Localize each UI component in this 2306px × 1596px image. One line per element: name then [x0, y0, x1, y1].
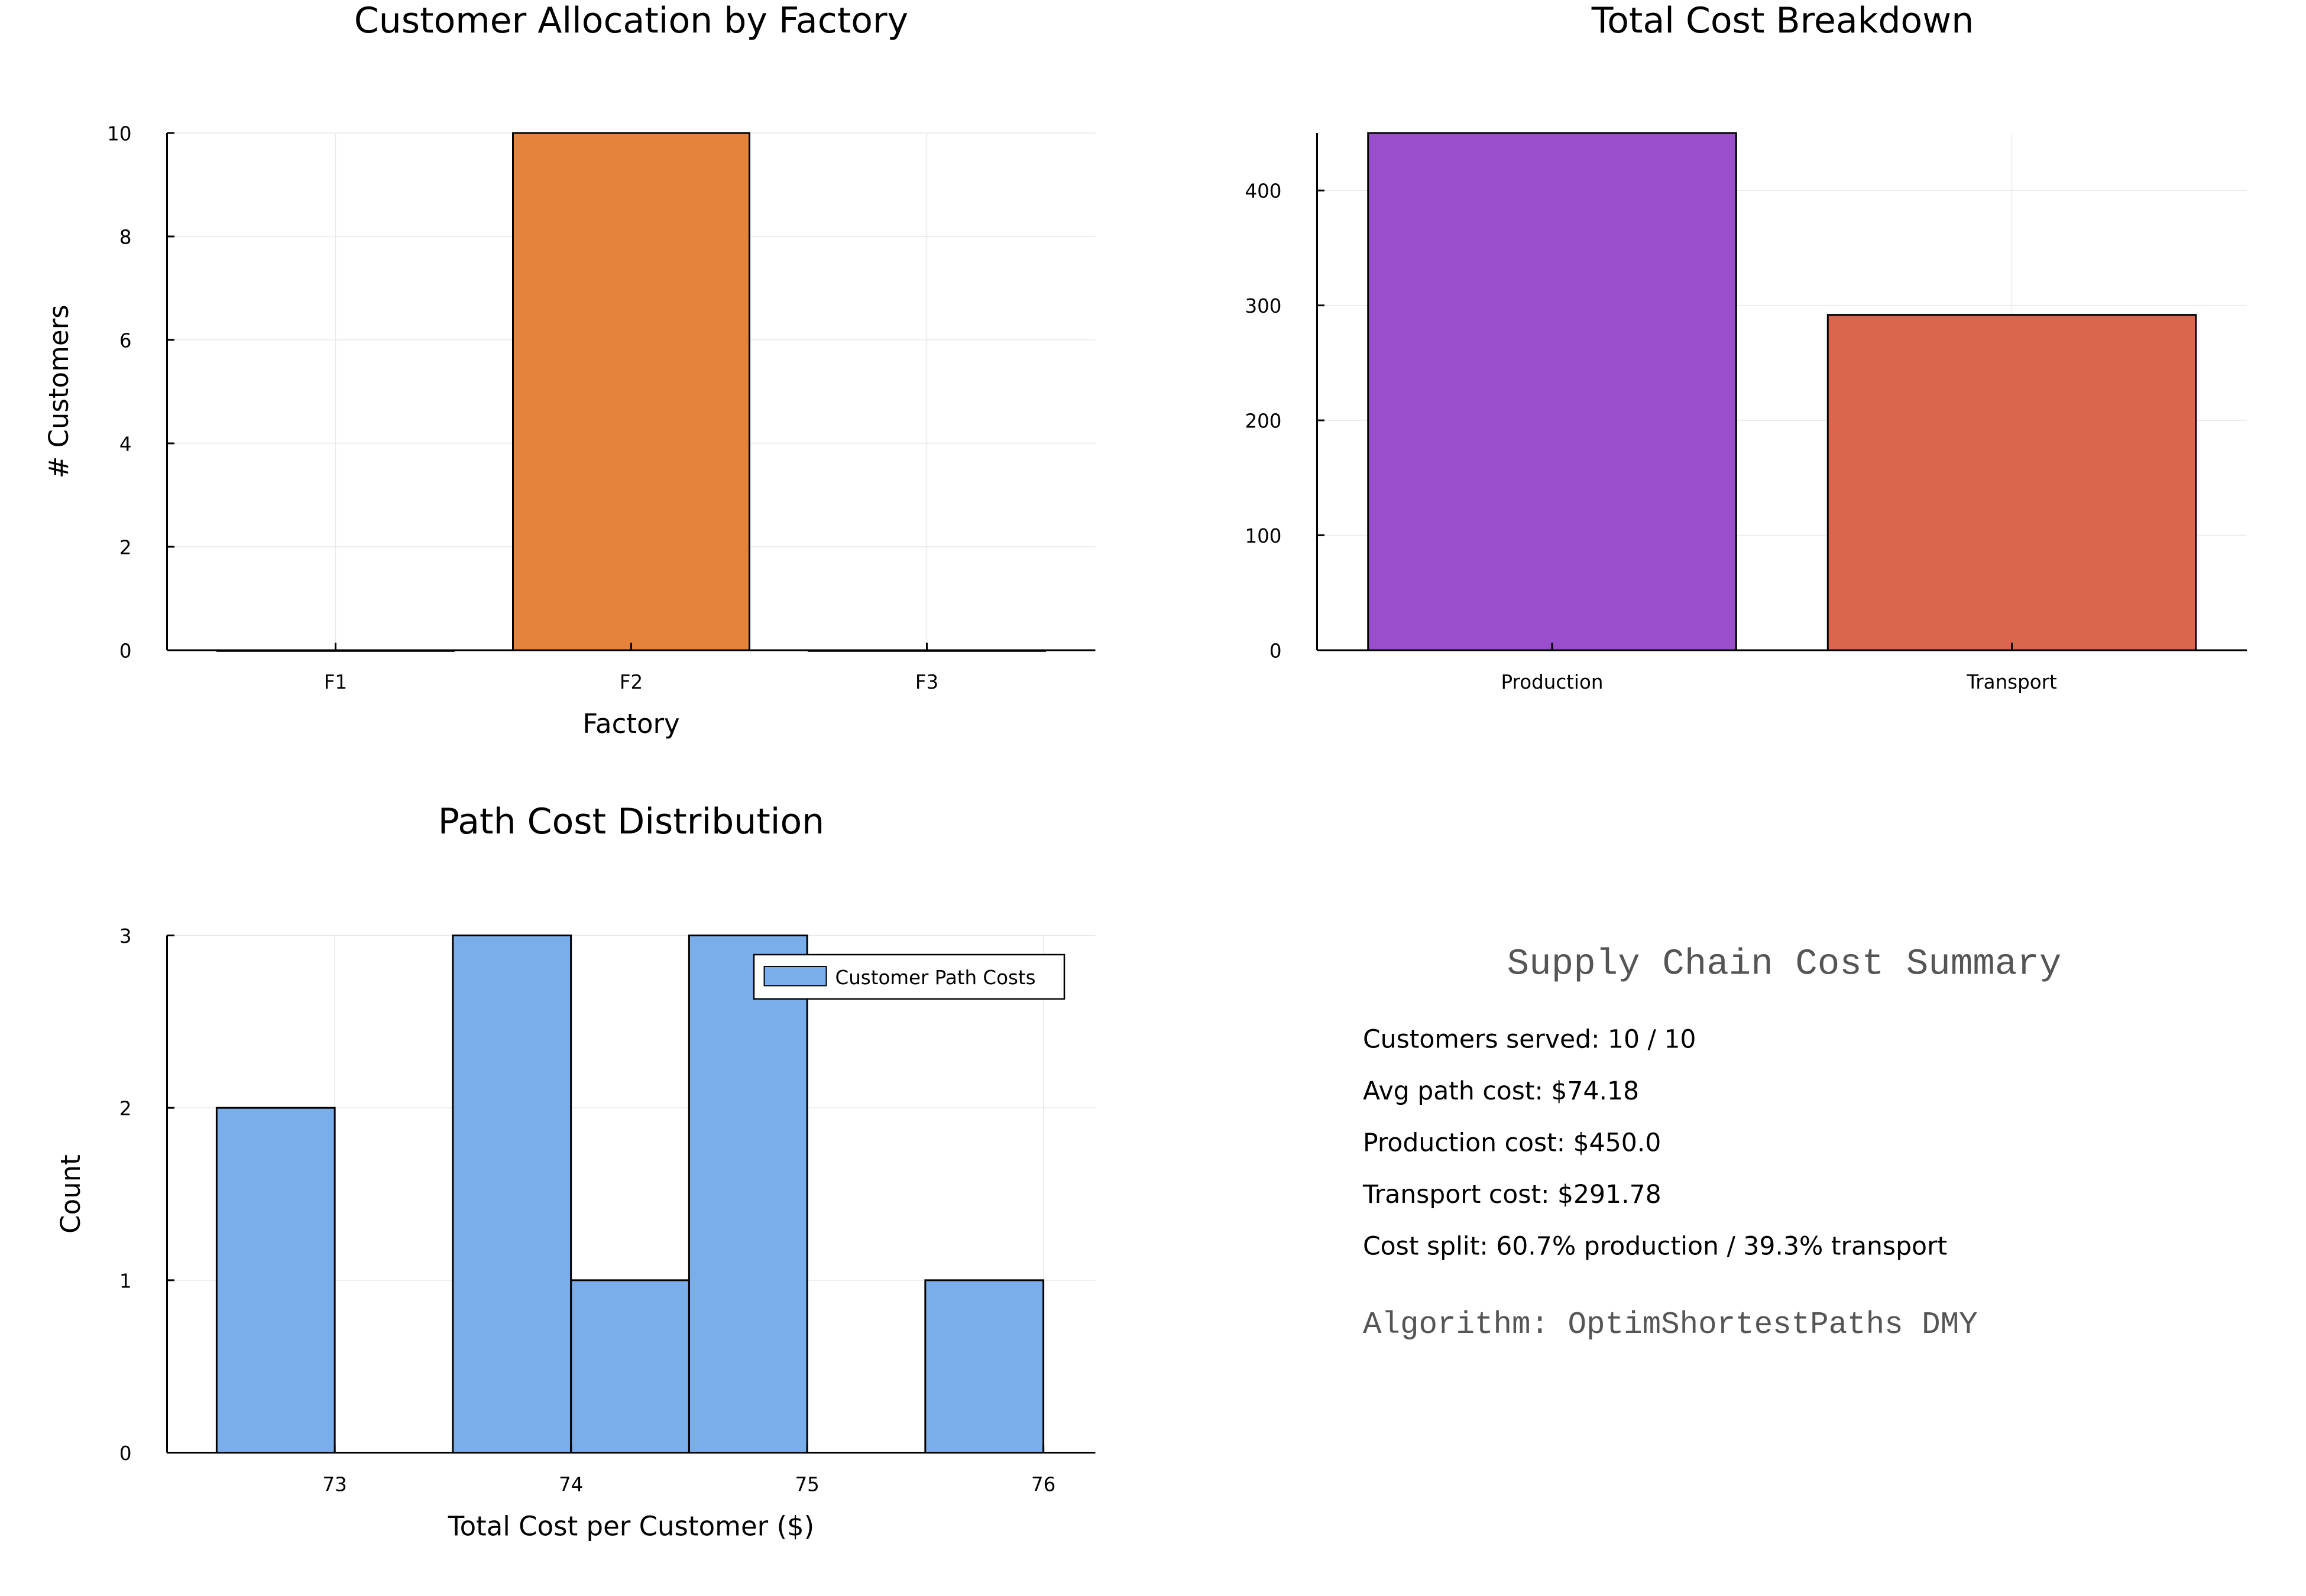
- bar-production: [1367, 132, 1737, 651]
- y-tick-label: 3: [119, 925, 132, 948]
- legend-label: Customer Path Costs: [835, 966, 1036, 989]
- histogram-bar: [570, 1279, 690, 1454]
- y-tick-label: 4: [119, 433, 132, 456]
- summary-line: Production cost: $450.0: [1363, 1129, 1661, 1158]
- chart-title: Total Cost Breakdown: [1591, 0, 1974, 41]
- cost-breakdown-chart: Transport Production 400 300 200 100 0 Total C…: [1245, 0, 2247, 693]
- chart-title: Path Cost Distribution: [438, 801, 824, 842]
- y-tick-label: 1: [119, 1270, 132, 1292]
- summary-line: Avg path cost: $74.18: [1363, 1077, 1639, 1106]
- y-tick-label: 2: [119, 537, 132, 559]
- bar-transport: [1826, 314, 2197, 651]
- y-tick-label: 100: [1245, 525, 1281, 547]
- y-tick-label: 10: [107, 123, 131, 145]
- histogram-bar: [688, 935, 808, 1454]
- chart-title: Customer Allocation by Factory: [354, 0, 908, 41]
- algorithm-label: Algorithm: OptimShortestPaths DMY: [1363, 1307, 1978, 1342]
- y-tick-label: 200: [1245, 410, 1281, 433]
- allocation-chart: F3 F2 F1 10 8 6 4 2 0 Customer Allocation by Fac…: [43, 0, 1096, 739]
- x-tick-label: F3: [915, 671, 938, 693]
- histogram-bar: [924, 1279, 1045, 1454]
- summary-line: Transport cost: $291.78: [1362, 1180, 1662, 1209]
- y-axis-label: Count: [55, 1154, 86, 1234]
- legend: Customer Path Costs: [753, 953, 1065, 1000]
- x-axis-label: Factory: [582, 708, 679, 739]
- y-tick-label: 300: [1245, 295, 1281, 317]
- summary-line: Cost split: 60.7% production / 39.3% tra…: [1363, 1232, 1947, 1261]
- x-tick-label: Production: [1501, 671, 1604, 693]
- histogram-bar: [215, 1107, 336, 1454]
- x-axis-label: Total Cost per Customer ($): [448, 1511, 814, 1542]
- y-tick-label: 2: [119, 1098, 132, 1120]
- x-tick-label: F2: [620, 671, 643, 693]
- y-tick-label: 6: [119, 330, 132, 352]
- histogram-bar: [452, 935, 572, 1454]
- summary-title: Supply Chain Cost Summary: [1507, 943, 2062, 985]
- y-tick-label: 0: [119, 1442, 132, 1465]
- bar-f2: [512, 132, 750, 651]
- x-tick-label: F1: [324, 671, 347, 693]
- legend-swatch: [763, 966, 827, 987]
- x-tick-label: 73: [322, 1474, 346, 1496]
- x-tick-label: Transport: [1966, 671, 2057, 693]
- x-tick-label: 75: [795, 1474, 819, 1496]
- y-axis-label: # Customers: [43, 304, 75, 478]
- y-tick-label: 0: [1269, 640, 1282, 663]
- x-tick-label: 74: [559, 1474, 583, 1496]
- y-tick-label: 8: [119, 226, 132, 249]
- x-tick-label: 76: [1031, 1474, 1055, 1496]
- path-cost-histogram: 76 75 74 73 3 2 1 0 Path Cost Distribution Tota…: [55, 801, 1096, 1542]
- y-tick-label: 0: [119, 640, 132, 663]
- summary-line: Customers served: 10 / 10: [1363, 1026, 1696, 1055]
- y-tick-label: 400: [1245, 180, 1281, 203]
- summary-panel: Supply Chain Cost Summary Customers serv…: [1362, 943, 2061, 1343]
